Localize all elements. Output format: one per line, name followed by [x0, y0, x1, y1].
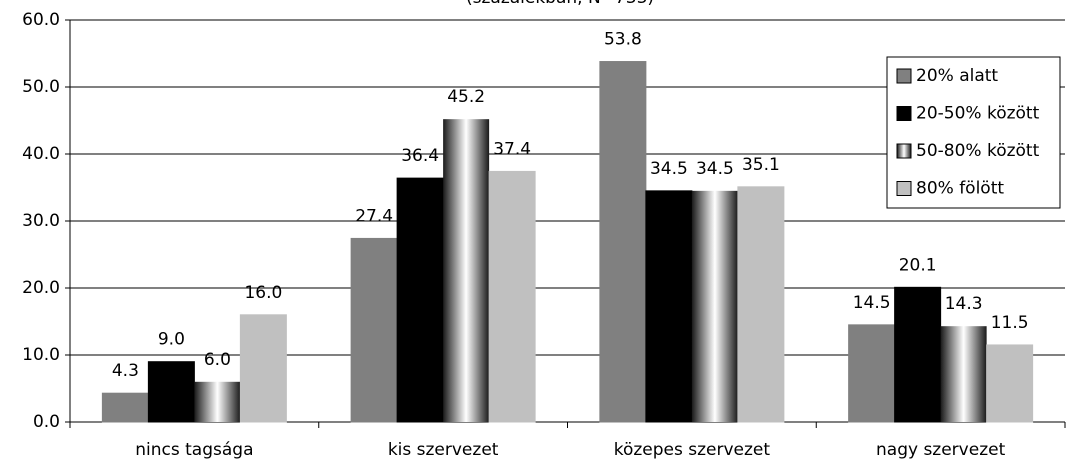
- bar: [194, 381, 241, 422]
- bar: [894, 286, 942, 423]
- bar: [691, 190, 738, 422]
- bar: [101, 392, 149, 423]
- legend-swatch: [896, 106, 912, 121]
- data-label: 34.5: [650, 159, 688, 179]
- data-label: 53.8: [604, 30, 642, 50]
- bar: [848, 324, 896, 423]
- bar: [737, 186, 785, 423]
- legend-label: 50-80% között: [916, 141, 1040, 161]
- bar: [147, 361, 195, 423]
- x-tick-label: nagy szervezet: [876, 440, 1006, 460]
- bar: [488, 170, 536, 423]
- y-tick-label: 0.0: [33, 412, 60, 432]
- x-tick-label: kis szervezet: [388, 440, 499, 460]
- y-tick-label: 20.0: [22, 278, 60, 298]
- data-label: 35.1: [742, 155, 780, 175]
- y-tick-label: 40.0: [22, 144, 60, 164]
- y-tick-label: 50.0: [22, 77, 60, 97]
- data-label: 14.3: [945, 294, 983, 314]
- data-label: 16.0: [244, 283, 282, 303]
- data-label: 14.5: [853, 293, 891, 313]
- legend-box: [886, 56, 1061, 209]
- data-label: 11.5: [991, 313, 1029, 333]
- legend-swatch: [896, 181, 912, 196]
- legend-swatch: [896, 68, 912, 84]
- data-label: 27.4: [355, 206, 393, 226]
- data-label: 9.0: [158, 330, 185, 350]
- data-label: 45.2: [447, 87, 485, 107]
- data-label: 34.5: [696, 159, 734, 179]
- y-tick-label: 60.0: [22, 10, 60, 30]
- legend-label: 20% alatt: [916, 66, 998, 86]
- data-label: 37.4: [493, 139, 531, 159]
- y-tick-label: 10.0: [22, 345, 60, 365]
- bar: [350, 237, 398, 423]
- legend-label: 20-50% között: [916, 104, 1040, 124]
- data-label: 6.0: [204, 350, 231, 370]
- bar: [443, 119, 490, 422]
- bar: [645, 190, 693, 423]
- bar: [396, 177, 444, 423]
- data-label: 36.4: [401, 146, 439, 166]
- x-tick-label: nincs tagsága: [135, 440, 253, 460]
- bar: [599, 61, 647, 423]
- x-tick-label: közepes szervezet: [614, 440, 771, 460]
- data-label: 4.3: [112, 361, 139, 381]
- chart-subtitle: (százalékban, N=733): [466, 0, 654, 8]
- bar: [239, 314, 287, 423]
- legend-swatch: [896, 143, 912, 159]
- y-tick-label: 30.0: [22, 211, 60, 231]
- bar: [940, 326, 987, 422]
- legend-label: 80% fölött: [916, 179, 1004, 199]
- bar: [986, 344, 1034, 423]
- data-label: 20.1: [899, 255, 937, 275]
